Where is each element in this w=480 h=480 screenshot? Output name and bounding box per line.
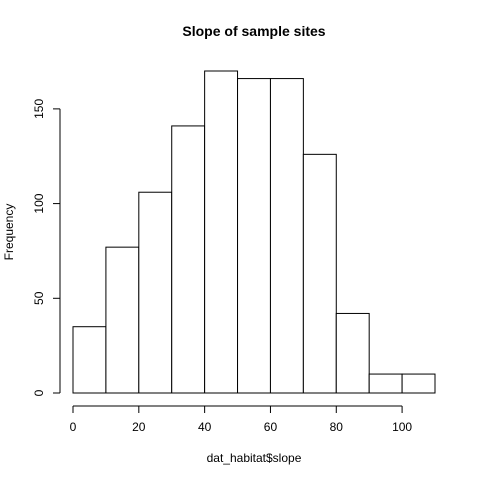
histogram-bar-1 (106, 247, 139, 393)
histogram-bar-10 (402, 374, 435, 393)
histogram-bar-3 (172, 126, 205, 393)
chart-title: Slope of sample sites (182, 23, 325, 39)
histogram-bar-4 (205, 71, 238, 393)
y-tick-label-150: 150 (32, 99, 46, 119)
histogram-bar-0 (73, 327, 106, 393)
x-axis-label: dat_habitat$slope (207, 451, 302, 465)
x-tick-label-80: 80 (330, 420, 344, 434)
y-axis: 0 50 100 150 (32, 99, 60, 397)
y-tick-label-100: 100 (32, 193, 46, 213)
histogram-bar-6 (270, 79, 303, 393)
histogram-bar-2 (139, 192, 172, 393)
y-tick-label-0: 0 (32, 389, 46, 396)
y-tick-label-50: 50 (32, 291, 46, 305)
bars-group (73, 71, 435, 393)
histogram-bar-9 (369, 374, 402, 393)
x-tick-label-0: 0 (70, 420, 77, 434)
x-axis: 0 20 40 60 80 100 (70, 406, 413, 434)
histogram-bar-5 (238, 79, 271, 393)
x-tick-label-40: 40 (198, 420, 212, 434)
histogram-bar-7 (303, 154, 336, 393)
histogram-bar-8 (336, 313, 369, 393)
x-tick-label-20: 20 (132, 420, 146, 434)
x-tick-label-60: 60 (264, 420, 278, 434)
x-tick-label-100: 100 (392, 420, 412, 434)
y-axis-label: Frequency (2, 204, 16, 261)
